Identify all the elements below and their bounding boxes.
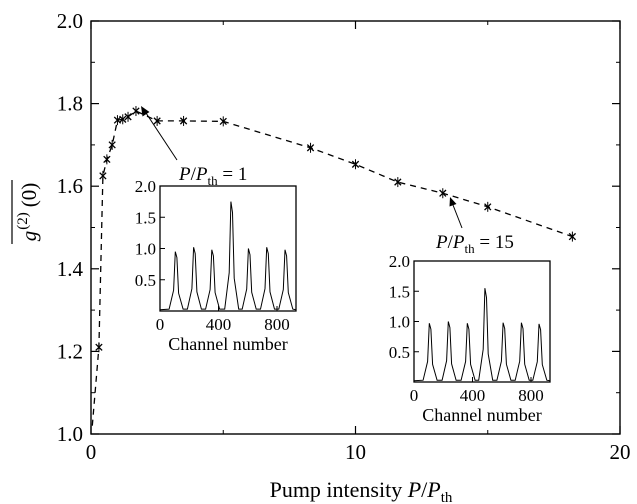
inset-frame	[413, 260, 551, 383]
x-axis-title: Pump intensity P/Pth	[270, 477, 453, 504]
data-point	[124, 111, 132, 122]
inset-y-tick-label: 1.0	[389, 313, 410, 332]
data-point	[219, 116, 227, 127]
x-tick-label: 10	[345, 440, 366, 464]
inset-x-label: Channel number	[422, 405, 541, 425]
inset-x-tick-label: 0	[156, 315, 165, 334]
data-point	[568, 231, 577, 242]
data-point	[484, 201, 492, 212]
data-point	[99, 170, 107, 181]
y-tick-label: 2.0	[57, 9, 83, 33]
svg-text:(0): (0)	[17, 183, 41, 208]
data-point	[108, 139, 116, 150]
inset-y-tick-label: 2.0	[389, 252, 410, 271]
x-axis-ticks: 0 10 20	[86, 21, 631, 464]
data-point	[439, 188, 447, 199]
svg-text:P/Pth = 1: P/Pth = 1	[178, 164, 247, 188]
svg-text:g: g	[17, 231, 41, 242]
data-point	[394, 177, 402, 188]
data-point	[103, 154, 111, 165]
inset-trace	[159, 201, 297, 311]
series-markers	[95, 106, 577, 353]
inset-frame	[159, 185, 297, 312]
data-point	[306, 142, 315, 153]
data-point	[119, 114, 127, 125]
data-point	[132, 106, 140, 117]
inset-x-tick-label: 400	[460, 386, 486, 405]
inset-y-tick-label: 1.5	[389, 282, 410, 301]
y-tick-label: 1.0	[57, 422, 83, 446]
inset-x-tick-label: 800	[264, 315, 290, 334]
svg-text:(2): (2)	[15, 212, 31, 230]
inset-x-tick-label: 400	[206, 315, 232, 334]
inset-trace	[413, 288, 551, 382]
series-line	[91, 110, 573, 426]
y-tick-label: 1.6	[57, 174, 83, 198]
data-point	[351, 159, 360, 170]
x-tick-label: 20	[610, 440, 631, 464]
inset-y-tick-label: 0.5	[135, 271, 156, 290]
y-tick-label: 1.2	[57, 339, 83, 363]
inset-x-tick-label: 800	[518, 386, 544, 405]
y-tick-label: 1.8	[57, 92, 83, 116]
inset-x-tick-label: 0	[410, 386, 419, 405]
inset-y-tick-label: 1.0	[135, 240, 156, 259]
data-point	[153, 115, 161, 126]
inset-x-label: Channel number	[168, 334, 287, 354]
inset-y-tick-label: 1.5	[135, 208, 156, 227]
inset-y-tick-label: 0.5	[389, 343, 410, 362]
x-tick-label: 0	[86, 440, 97, 464]
svg-text:P/Pth = 15: P/Pth = 15	[435, 232, 514, 256]
data-point	[179, 115, 188, 126]
y-axis-ticks: 1.0 1.2 1.4 1.6 1.8 2.0	[57, 9, 620, 446]
y-axis-title: g (2) (0)	[11, 180, 41, 244]
annotation-p15: P/Pth = 15	[435, 197, 514, 256]
data-point	[95, 342, 103, 353]
y-tick-label: 1.4	[57, 257, 84, 281]
inset-y-tick-label: 2.0	[135, 177, 156, 196]
